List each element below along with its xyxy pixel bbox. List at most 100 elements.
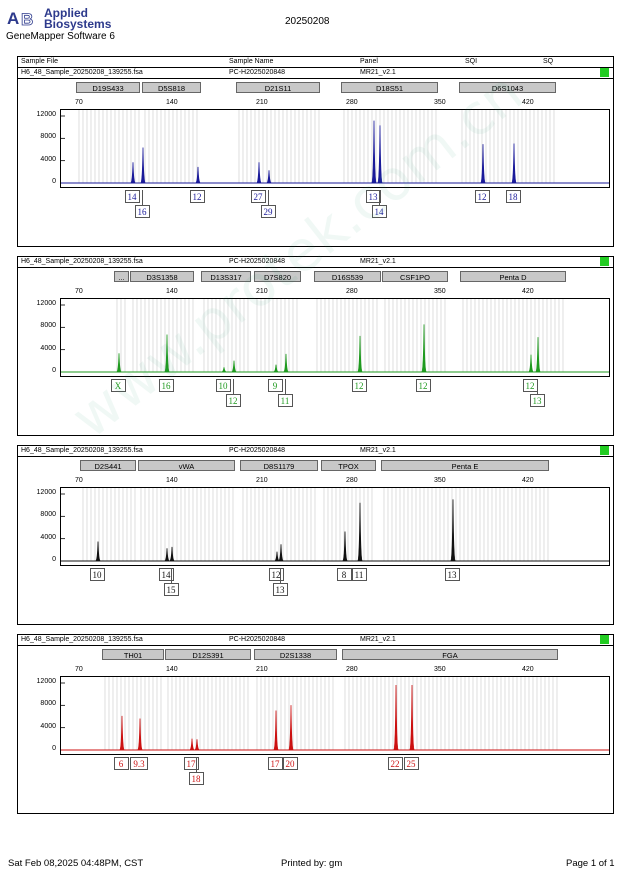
locus-marker[interactable]: FGA [342,649,558,660]
locus-marker[interactable]: D21S11 [236,82,320,93]
trace-peak [528,354,534,373]
trace-peak [169,546,175,562]
locus-marker[interactable]: D8S1179 [240,460,318,471]
locus-marker[interactable]: Penta D [460,271,566,282]
allele-call-label[interactable]: 18 [188,772,204,785]
x-tick-label: 210 [256,288,268,295]
allele-call-label[interactable]: 18 [505,190,521,203]
allele-leader-line [268,190,269,205]
locus-marker[interactable]: D16S539 [314,271,381,282]
trace-peak [231,360,237,373]
allele-call-label[interactable]: 9.3 [130,757,148,770]
col-sample-name: Sample Name [229,58,274,65]
trace-peak [195,166,201,184]
allele-call-label[interactable]: 12 [522,379,538,392]
locus-marker[interactable]: D2S441 [80,460,136,471]
allele-call-label[interactable]: 8 [336,568,352,581]
quality-indicator [600,257,609,266]
allele-call-label[interactable]: 16 [158,379,174,392]
allele-call-label[interactable]: 11 [277,394,293,407]
panel-name: MR21_v2.1 [360,69,396,76]
allele-call-label[interactable]: 20 [282,757,298,770]
allele-call-label[interactable]: 14 [158,568,174,581]
allele-call-label[interactable]: 27 [250,190,266,203]
applied-biosystems-logo: A B [6,7,42,29]
locus-marker[interactable]: Penta E [381,460,549,471]
allele-call-label[interactable]: 13 [444,568,460,581]
trace-peak [371,120,377,184]
trace-peak [278,544,284,562]
plot-area [60,487,610,566]
quality-indicator [600,68,609,77]
allele-call-label[interactable]: 12 [268,568,284,581]
allele-call-label[interactable]: 14 [124,190,140,203]
x-tick-label: 350 [434,477,446,484]
x-tick-label: 350 [434,288,446,295]
sample-file: H6_48_Sample_20250208_139255.fsa [21,447,143,454]
y-tick-label: 12000 [36,489,56,496]
locus-marker[interactable]: D6S1043 [459,82,556,93]
trace-peak [283,353,289,373]
x-tick-label: 420 [522,666,534,673]
allele-call-label[interactable]: 12 [415,379,431,392]
allele-call-label[interactable]: 10 [215,379,231,392]
allele-call-label[interactable]: 11 [351,568,367,581]
x-tick-label: 280 [346,666,358,673]
allele-call-label[interactable]: 22 [387,757,403,770]
x-tick-label: 280 [346,99,358,106]
x-tick-label: 210 [256,666,268,673]
allele-call-label[interactable]: X [110,379,126,392]
y-tick-label: 4000 [40,344,56,352]
allele-leader-line [379,190,380,205]
locus-marker[interactable]: D2S1338 [254,649,337,660]
allele-call-label[interactable]: 17 [183,757,199,770]
allele-call-label[interactable]: 15 [163,583,179,596]
locus-marker[interactable]: D19S433 [76,82,140,93]
allele-leader-line [537,379,538,394]
locus-marker[interactable]: D7S820 [254,271,301,282]
allele-call-label[interactable]: 13 [272,583,288,596]
sample-file: H6_48_Sample_20250208_139255.fsa [21,69,143,76]
locus-marker[interactable]: TPOX [321,460,376,471]
locus-marker[interactable]: D12S391 [165,649,251,660]
plot-area [60,109,610,188]
sample-info-row: H6_48_Sample_20250208_139255.fsa PC-H2025… [18,68,613,79]
quality-indicator [600,446,609,455]
allele-call-label[interactable]: 10 [89,568,105,581]
allele-call-label[interactable]: 9 [267,379,283,392]
locus-marker[interactable]: D3S1358 [130,271,194,282]
allele-call-label[interactable]: 13 [529,394,545,407]
allele-call-label[interactable]: 17 [267,757,283,770]
trace-svg [61,110,609,184]
sample-name: PC-H2025020848 [229,636,286,643]
allele-call-label[interactable]: 12 [474,190,490,203]
locus-marker[interactable]: ... [114,271,129,282]
locus-marker[interactable]: D13S317 [201,271,251,282]
sample-name: PC-H2025020848 [229,447,286,454]
locus-marker[interactable]: D5S818 [142,82,201,93]
y-tick-label: 0 [52,178,56,185]
page-number: Page 1 of 1 [566,858,615,869]
software-name: GeneMapper Software 6 [6,31,115,42]
allele-call-label[interactable]: 14 [371,205,387,218]
trace-peak [393,685,399,751]
svg-text:A: A [7,9,19,28]
allele-call-label[interactable]: 12 [189,190,205,203]
locus-marker[interactable]: TH01 [102,649,164,660]
y-tick-label: 8000 [40,133,56,141]
sample-file: H6_48_Sample_20250208_139255.fsa [21,636,143,643]
panel-name: MR21_v2.1 [360,636,396,643]
locus-marker[interactable]: CSF1PO [382,271,448,282]
y-tick-label: 4000 [40,722,56,730]
allele-call-label[interactable]: 25 [403,757,419,770]
allele-call-label[interactable]: 12 [225,394,241,407]
allele-call-label[interactable]: 29 [260,205,276,218]
x-tick-label: 140 [166,288,178,295]
sample-info-row: H6_48_Sample_20250208_139255.fsa PC-H2025… [18,635,613,646]
allele-call-label[interactable]: 12 [351,379,367,392]
allele-call-label[interactable]: 16 [134,205,150,218]
allele-call-label[interactable]: 6 [113,757,129,770]
locus-marker[interactable]: D18S51 [341,82,438,93]
allele-call-label[interactable]: 13 [365,190,381,203]
locus-marker[interactable]: vWA [138,460,235,471]
